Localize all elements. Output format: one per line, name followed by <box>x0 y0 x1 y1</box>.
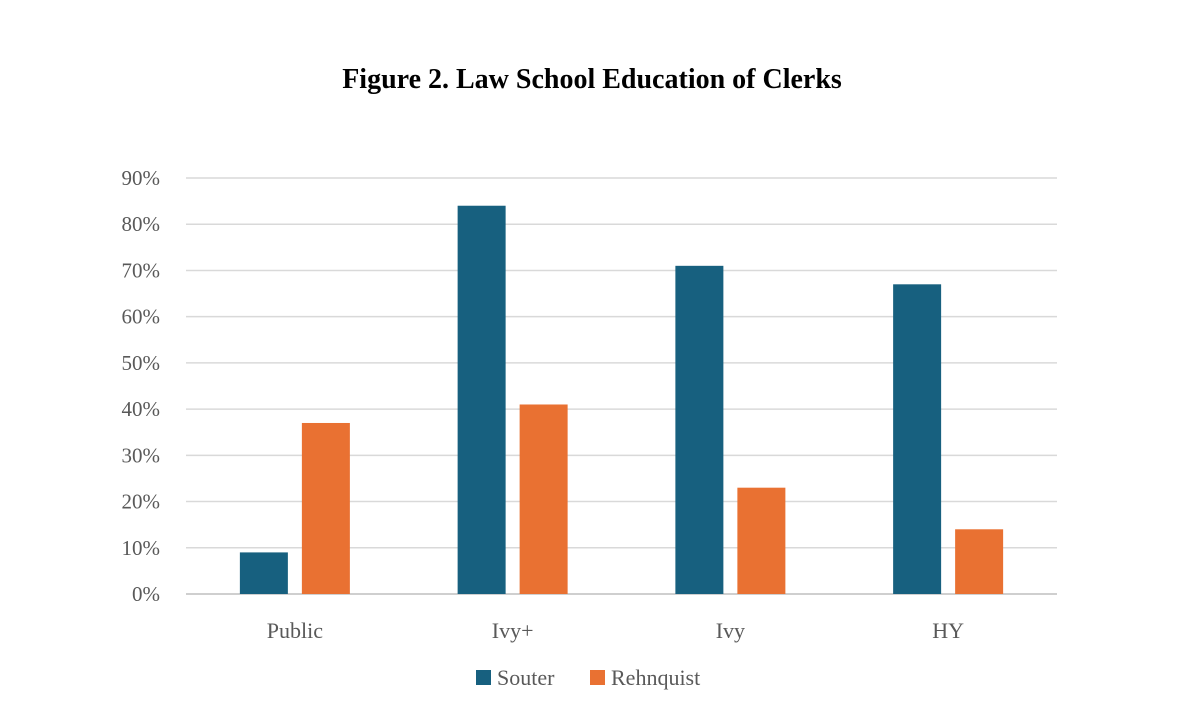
legend-swatch-souter <box>476 670 491 685</box>
y-axis-ticks: 0% 10% 20% 30% 40% 50% 60% 70% 80% 90% <box>122 166 161 606</box>
bar-souter-public <box>239 552 288 594</box>
y-tick-label: 40% <box>122 397 161 421</box>
y-tick-label: 70% <box>122 258 161 282</box>
chart-title: Figure 2. Law School Education of Clerks <box>342 64 842 95</box>
legend-swatch-rehnquist <box>590 670 605 685</box>
y-tick-label: 0% <box>132 582 160 606</box>
y-tick-label: 50% <box>122 351 161 375</box>
y-tick-label: 20% <box>122 490 161 514</box>
bar-rehnquist-ivy <box>737 487 786 594</box>
legend-label-souter: Souter <box>497 665 555 690</box>
x-category-label: Ivy <box>716 618 745 643</box>
bars <box>239 205 1004 594</box>
bar-souter-ivyplus <box>457 205 506 594</box>
y-tick-label: 10% <box>122 536 161 560</box>
legend: Souter Rehnquist <box>476 665 700 690</box>
y-tick-label: 80% <box>122 212 161 236</box>
legend-label-rehnquist: Rehnquist <box>611 665 700 690</box>
bar-souter-hy <box>893 284 942 594</box>
y-tick-label: 60% <box>122 305 161 329</box>
bar-rehnquist-public <box>301 422 350 594</box>
x-axis-categories: Public Ivy+ Ivy HY <box>267 618 964 643</box>
bar-rehnquist-ivyplus <box>519 404 568 594</box>
bar-souter-ivy <box>675 265 724 594</box>
x-category-label: Public <box>267 618 323 643</box>
y-tick-label: 30% <box>122 443 161 467</box>
x-category-label: HY <box>932 618 964 643</box>
y-tick-label: 90% <box>122 166 161 190</box>
x-category-label: Ivy+ <box>492 618 534 643</box>
bar-rehnquist-hy <box>955 529 1004 594</box>
